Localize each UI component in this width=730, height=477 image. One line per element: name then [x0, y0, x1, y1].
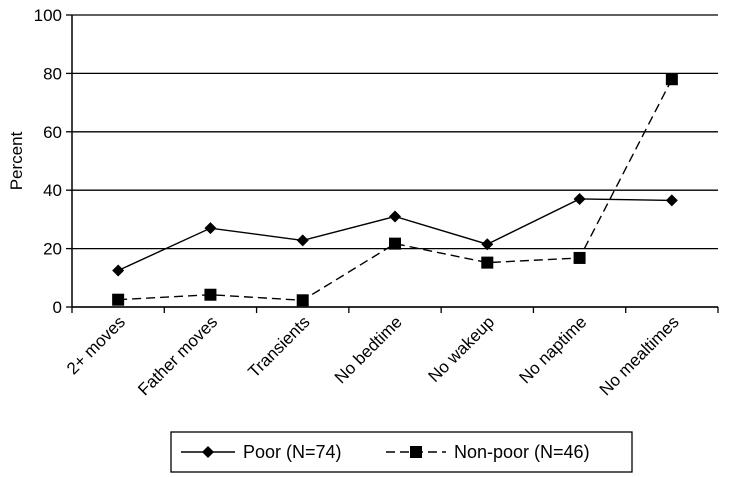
x-tick-label: Transients — [244, 312, 313, 381]
x-tick-label: No mealtimes — [596, 312, 683, 399]
diamond-marker — [204, 222, 217, 235]
axes — [66, 14, 719, 313]
legend: Poor (N=74) Non-poor (N=46) — [170, 431, 633, 473]
legend-label-poor: Poor (N=74) — [243, 442, 342, 462]
diamond-marker — [665, 194, 678, 207]
diamond-marker — [112, 264, 125, 277]
series-layer — [112, 73, 678, 307]
diamond-marker — [573, 192, 586, 205]
x-tick-label: No bedtime — [331, 312, 406, 387]
series-line — [117, 198, 672, 272]
diamond-marker — [296, 234, 309, 247]
square-marker — [573, 251, 586, 264]
square-marker — [112, 293, 125, 306]
square-marker — [665, 73, 678, 86]
y-tick-label: 100 — [34, 6, 62, 25]
y-axis-title: Percent — [7, 131, 26, 190]
legend-diamond-marker — [202, 446, 214, 458]
x-tick-label: 2+ moves — [63, 312, 129, 378]
y-tick-label: 80 — [43, 64, 62, 83]
x-tick-label: Father moves — [134, 312, 221, 399]
diamond-marker — [481, 238, 494, 251]
grid-lines — [72, 14, 718, 308]
square-marker — [204, 288, 217, 301]
y-tick-label: 40 — [43, 181, 62, 200]
y-tick-label: 60 — [43, 123, 62, 142]
square-marker — [481, 256, 494, 269]
tick-labels: 0 20 40 60 80 100 2+ moves Father moves Transien… — [34, 6, 683, 399]
square-marker — [296, 294, 309, 307]
diamond-marker — [389, 210, 401, 223]
x-tick-label: No naptime — [515, 312, 590, 387]
series-non-poor — [112, 73, 678, 307]
y-tick-label: 0 — [53, 298, 62, 317]
series-poor — [112, 192, 678, 277]
legend-square-marker — [410, 446, 422, 458]
x-tick-label: No wakeup — [425, 312, 499, 386]
square-marker — [389, 237, 401, 250]
y-tick-label: 20 — [43, 240, 62, 259]
legend-label-non-poor: Non-poor (N=46) — [454, 442, 590, 462]
